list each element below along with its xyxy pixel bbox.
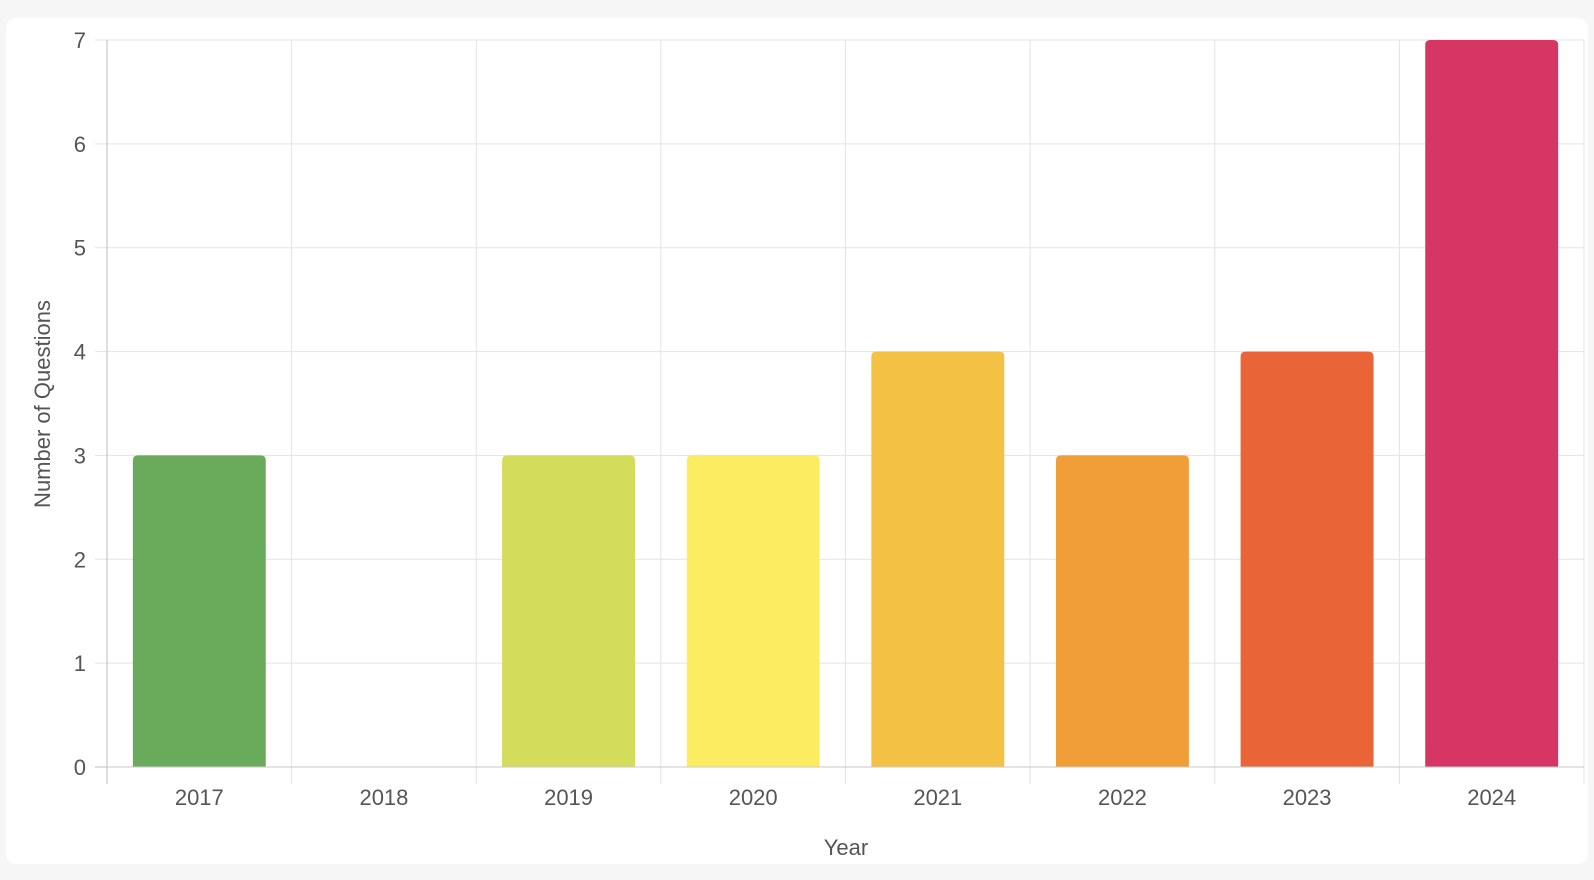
x-axis-title: Year (824, 835, 868, 860)
bar-2019[interactable] (502, 455, 636, 767)
x-tick-label: 2018 (359, 785, 408, 810)
x-tick-labels: 2017 2018 2019 2020 2021 2022 2023 2024 (175, 785, 1516, 810)
bars (132, 40, 1559, 767)
x-tick-label: 2017 (175, 785, 224, 810)
y-tick-label: 5 (74, 236, 86, 261)
bar-2022[interactable] (1055, 455, 1189, 767)
y-axis-title: Number of Questions (30, 300, 55, 508)
bar-2021[interactable] (871, 351, 1005, 767)
y-tick-label: 1 (74, 651, 86, 676)
y-tick-labels: 0 1 2 3 4 5 6 7 (74, 28, 86, 780)
y-tick-label: 0 (74, 755, 86, 780)
y-tick-label: 4 (74, 340, 86, 365)
bar-2023[interactable] (1240, 351, 1374, 767)
y-tick-label: 7 (74, 28, 86, 53)
bar-2017[interactable] (132, 455, 266, 767)
x-tick-label: 2020 (729, 785, 778, 810)
y-tick-label: 2 (74, 547, 86, 572)
grid-lines (95, 39, 1585, 784)
bar-2024[interactable] (1425, 40, 1559, 767)
bar-2020[interactable] (686, 455, 820, 767)
y-tick-label: 3 (74, 443, 86, 468)
x-tick-label: 2021 (913, 785, 962, 810)
y-tick-label: 6 (74, 132, 86, 157)
x-tick-label: 2024 (1467, 785, 1516, 810)
x-tick-label: 2022 (1098, 785, 1147, 810)
x-tick-label: 2019 (544, 785, 593, 810)
x-tick-label: 2023 (1283, 785, 1332, 810)
